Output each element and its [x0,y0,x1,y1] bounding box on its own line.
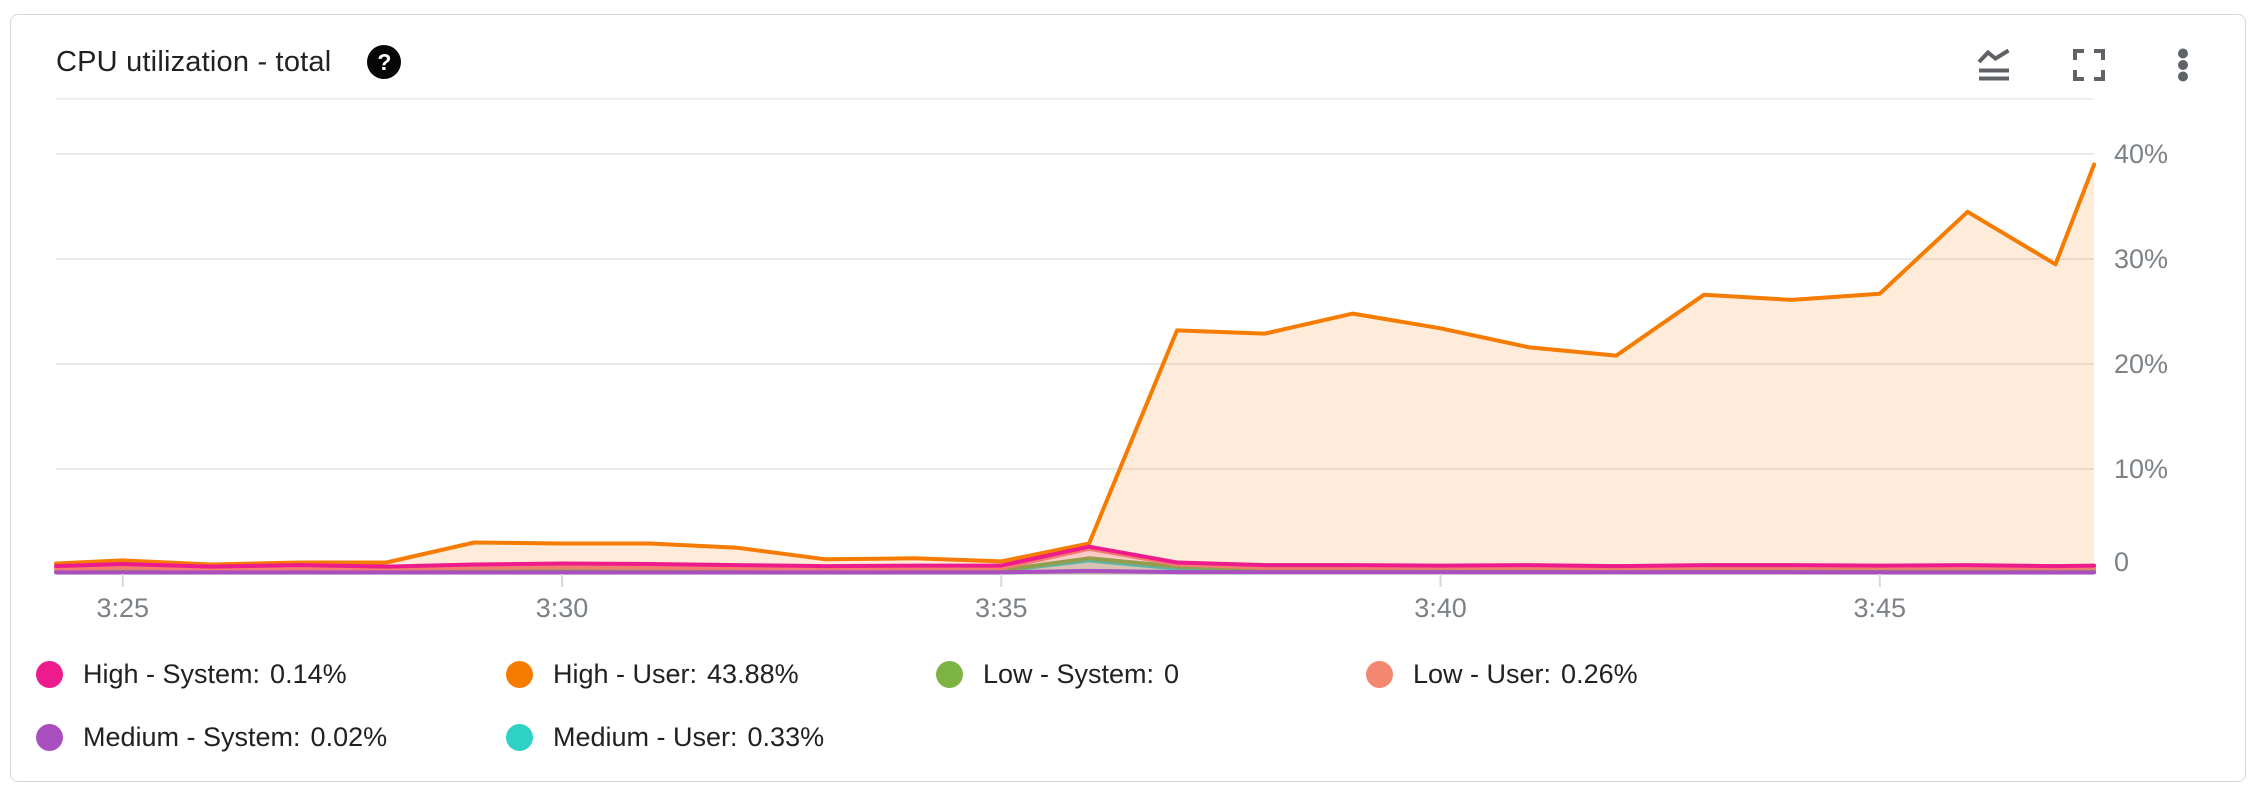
card-header: CPU utilization - total ? [56,45,402,79]
legend-value: 0.26% [1561,659,1638,689]
more-options-icon [2163,45,2203,85]
legend-label: High - User: [553,659,698,689]
y-tick-label: 10% [2114,454,2168,484]
legend-label: High - System: [83,659,261,689]
legend-item-low-user[interactable]: Low - User: 0.26% [1366,643,1796,706]
legend-item-medium-user[interactable]: Medium - User: 0.33% [506,706,936,769]
chart-svg: 3:25 3:30 3:35 3:40 3:45 40% 30% 20% 10% 0 [54,98,2168,623]
legend-label: Medium - User: [553,722,738,752]
legend-color-dot [36,661,63,688]
legend-value: 0.02% [310,722,388,752]
legend-value: 43.88% [707,659,799,689]
legend-label: Low - System: [983,659,1155,689]
x-tick-label: 3:30 [536,593,589,623]
legend-color-dot [36,724,63,751]
series-line-low-user [54,546,2097,572]
plot-area[interactable] [56,99,2094,574]
legend-value: 0 [1164,659,1180,689]
more-options-button[interactable] [2163,45,2203,85]
chart-legend: High - System: 0.14% High - User: 43.88% Low… [36,643,1796,769]
x-tick-label: 3:45 [1853,593,1906,623]
legend-value: 0.14% [270,659,347,689]
series-line-high-user [54,162,2097,567]
help-icon[interactable]: ? [367,45,402,79]
legend-color-dot [1366,661,1393,688]
legend-item-high-system[interactable]: High - System: 0.14% [36,643,506,706]
x-tick-label: 3:35 [975,593,1028,623]
legend-label: Medium - System: [83,722,301,752]
y-tick-label: 40% [2114,139,2168,169]
legend-item-low-system[interactable]: Low - System: 0 [936,643,1366,706]
chart-toolbar [1975,45,2203,85]
series-line-medium-system [54,568,2097,575]
legend-label: Low - User: [1413,659,1552,689]
series-line-high-system [54,544,2097,569]
legend-color-dot [506,661,533,688]
fullscreen-icon [2069,45,2109,85]
series-area-high-user [56,164,2095,574]
legend-value: 0.33% [747,722,825,752]
series-area-medium-user [56,560,2095,574]
legend-color-dot [506,724,533,751]
y-tick-label: 0 [2114,547,2129,577]
legend-item-medium-system[interactable]: Medium - System: 0.02% [36,706,506,769]
legend-item-high-user[interactable]: High - User: 43.88% [506,643,936,706]
chart-mode-button[interactable] [1975,45,2015,85]
y-tick-label: 30% [2114,244,2168,274]
legend-color-dot [936,661,963,688]
chart-card: 3:25 3:30 3:35 3:40 3:45 40% 30% 20% 10% 0 CPU ut… [10,14,2246,782]
chart-title: CPU utilization - total [56,45,332,78]
x-tick-label: 3:40 [1414,593,1467,623]
x-tick-label: 3:25 [96,593,149,623]
chart-mode-icon [1975,45,2015,85]
y-tick-label: 20% [2114,349,2168,379]
fullscreen-button[interactable] [2069,45,2109,85]
